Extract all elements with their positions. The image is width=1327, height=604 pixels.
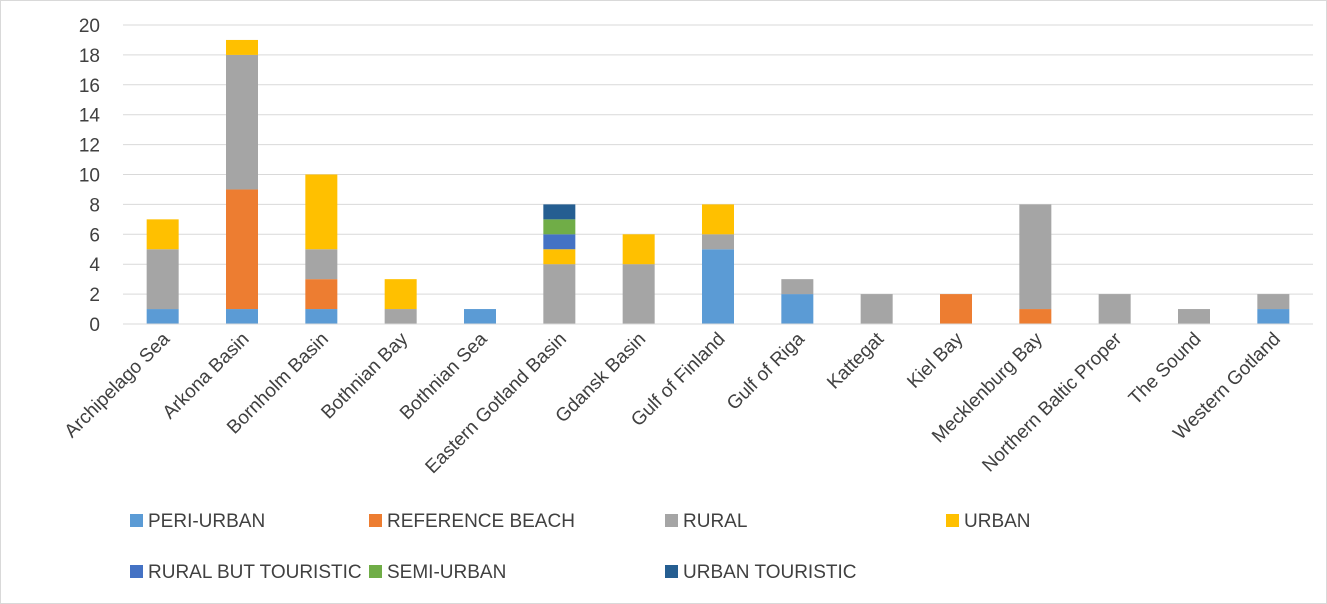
bar-segment bbox=[226, 39, 258, 55]
legend-swatch bbox=[130, 565, 143, 578]
y-tick-label: 8 bbox=[89, 195, 100, 216]
y-tick-label: 10 bbox=[79, 166, 100, 187]
bar-segment bbox=[781, 294, 814, 324]
bar-segment bbox=[622, 264, 655, 324]
bar-segment bbox=[702, 234, 734, 250]
bar-segment bbox=[781, 279, 814, 295]
bar-segment bbox=[226, 309, 258, 324]
legend-swatch bbox=[369, 565, 382, 578]
bar-segment bbox=[464, 309, 496, 324]
bar-segment bbox=[146, 219, 179, 250]
y-tick-label: 16 bbox=[79, 76, 100, 97]
bar-segment bbox=[1019, 309, 1052, 324]
bar-segment bbox=[1257, 309, 1290, 324]
bar-segment bbox=[305, 279, 338, 310]
bar-segment bbox=[1098, 294, 1131, 324]
bar-segment bbox=[305, 309, 338, 324]
x-category-label: The Sound bbox=[1125, 329, 1206, 410]
legend-label: RURAL BUT TOURISTIC bbox=[148, 562, 362, 583]
bar-segment bbox=[305, 249, 338, 280]
bars bbox=[146, 39, 1290, 324]
bar-segment bbox=[543, 264, 576, 324]
x-category-label: Eastern Gotland Basin bbox=[422, 329, 571, 478]
bar-segment bbox=[384, 279, 417, 310]
bar-segment bbox=[1178, 309, 1210, 324]
bar-segment bbox=[702, 204, 734, 235]
bar-segment bbox=[1257, 294, 1290, 310]
bar-segment bbox=[940, 294, 972, 324]
bar-segment bbox=[543, 204, 576, 220]
y-tick-label: 14 bbox=[79, 106, 101, 127]
legend-swatch bbox=[665, 565, 678, 578]
y-tick-label: 12 bbox=[79, 136, 100, 157]
y-tick-label: 0 bbox=[89, 315, 100, 336]
legend-label: URBAN bbox=[964, 511, 1031, 532]
legend-swatch bbox=[665, 514, 678, 527]
y-tick-label: 18 bbox=[79, 46, 100, 67]
bar-segment bbox=[305, 174, 338, 250]
bar-segment bbox=[146, 309, 179, 324]
bar-segment bbox=[543, 234, 576, 250]
bar-segment bbox=[543, 249, 576, 265]
x-category-label: Archipelago Sea bbox=[61, 328, 175, 442]
bar-segment bbox=[543, 219, 576, 235]
y-tick-label: 4 bbox=[89, 255, 100, 276]
legend-swatch bbox=[369, 514, 382, 527]
x-category-label: Kiel Bay bbox=[903, 328, 967, 392]
x-category-label: Northern Baltic Proper bbox=[978, 328, 1126, 476]
bar-segment bbox=[1019, 204, 1052, 310]
bar-segment bbox=[384, 309, 417, 324]
bar-segment bbox=[860, 294, 893, 324]
y-tick-label: 6 bbox=[89, 225, 100, 246]
x-category-label: Kattegat bbox=[823, 328, 888, 393]
legend: PERI-URBAN REFERENCE BEACH RURAL URBAN RURAL… bbox=[130, 511, 1031, 583]
bar-segment bbox=[622, 234, 655, 265]
legend-label: URBAN TOURISTIC bbox=[683, 562, 857, 583]
legend-label: SEMI-URBAN bbox=[387, 562, 506, 583]
x-category-label: Gulf of Riga bbox=[723, 328, 809, 414]
bar-segment bbox=[146, 249, 179, 310]
legend-swatch bbox=[946, 514, 959, 527]
legend-swatch bbox=[130, 514, 143, 527]
bar-segment bbox=[226, 189, 258, 310]
legend-label: REFERENCE BEACH bbox=[387, 511, 575, 532]
legend-label: RURAL bbox=[683, 511, 747, 532]
bar-segment bbox=[226, 54, 258, 190]
y-tick-label: 2 bbox=[89, 285, 100, 306]
bar-segment bbox=[702, 249, 734, 324]
y-tick-label: 20 bbox=[79, 16, 100, 37]
legend-label: PERI-URBAN bbox=[148, 511, 265, 532]
